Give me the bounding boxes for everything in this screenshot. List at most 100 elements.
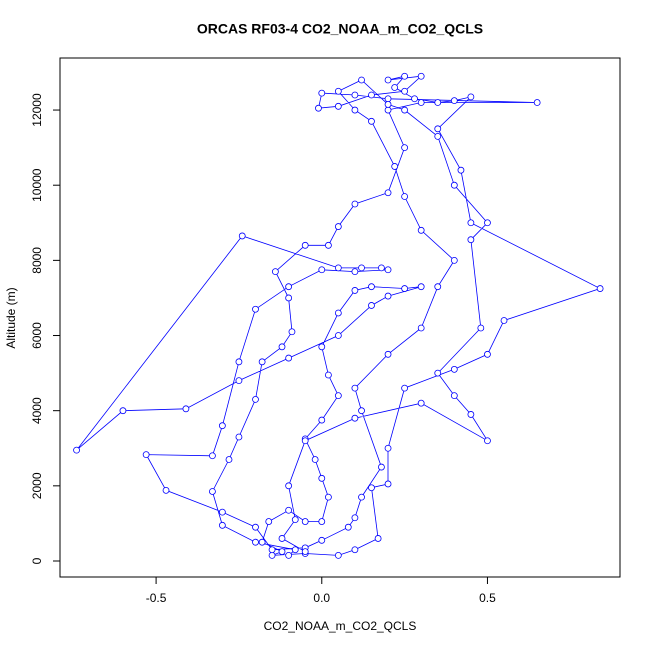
data-point [417, 99, 425, 106]
data-point [500, 317, 508, 324]
data-point [301, 437, 309, 445]
data-point [301, 241, 309, 249]
data-point [325, 371, 332, 379]
data-point [417, 226, 425, 234]
data-point [484, 350, 491, 358]
data-point [318, 89, 326, 97]
data-point [378, 264, 385, 272]
data-point [334, 309, 342, 317]
data-point [533, 99, 541, 106]
data-point [285, 506, 293, 514]
data-point [291, 546, 299, 554]
data-point [142, 451, 150, 459]
data-point [318, 343, 326, 351]
data-point [268, 551, 276, 559]
data-point [391, 84, 399, 91]
data-point [384, 444, 392, 452]
data-point [334, 87, 342, 95]
data-point [209, 488, 216, 495]
data-point [368, 484, 375, 492]
data-point [278, 535, 286, 542]
data-point [318, 266, 326, 274]
data-point [450, 256, 458, 264]
data-point [162, 486, 170, 494]
data-point [325, 241, 332, 249]
data-point [285, 294, 293, 302]
data-point [450, 392, 458, 400]
data-point [301, 518, 309, 525]
data-point [450, 181, 458, 189]
data-point [318, 416, 326, 424]
data-point [265, 518, 273, 525]
data-point [368, 91, 375, 99]
data-point [351, 200, 359, 208]
data-point [235, 358, 243, 366]
series-line [76, 75, 602, 556]
data-point [252, 305, 259, 313]
data-point [401, 285, 409, 292]
data-point [467, 236, 475, 244]
data-point [285, 283, 293, 291]
data-point [285, 482, 293, 490]
data-point [384, 76, 392, 84]
data-point [384, 266, 392, 274]
data-point [285, 551, 293, 559]
data-point [401, 87, 409, 95]
data-point [457, 166, 465, 174]
y-tick-label: 4000 [30, 397, 44, 424]
data-point [73, 446, 80, 454]
data-point [368, 283, 375, 291]
y-tick-label: 2000 [30, 472, 44, 499]
data-point [252, 396, 259, 403]
data-point [351, 384, 359, 392]
x-tick-label: 0.0 [313, 591, 330, 605]
data-point [351, 106, 359, 114]
data-point [225, 456, 233, 463]
data-point [252, 523, 259, 531]
x-tick-label: -0.5 [146, 591, 167, 605]
data-point [258, 538, 266, 546]
data-point [384, 101, 392, 108]
data-point [384, 350, 392, 358]
data-point [368, 302, 375, 309]
data-point [218, 521, 226, 529]
data-point [209, 452, 216, 460]
data-point [401, 193, 409, 200]
y-tick-label: 8000 [30, 247, 44, 274]
data-point [384, 480, 392, 488]
data-point [450, 365, 458, 373]
data-point [285, 354, 293, 362]
y-axis-label: Altitude (m) [4, 287, 18, 348]
data-point [467, 219, 475, 227]
data-point [411, 95, 418, 103]
data-point [278, 343, 286, 351]
data-point [291, 516, 299, 524]
data-point [378, 463, 385, 471]
x-axis-label: CO2_NOAA_m_CO2_QCLS [264, 619, 417, 633]
data-point [315, 104, 322, 112]
data-point [358, 493, 365, 501]
data-point [318, 474, 326, 482]
data-point [288, 328, 296, 336]
data-point [417, 324, 425, 332]
data-point [351, 546, 359, 554]
data-point [374, 535, 382, 542]
data-point [344, 523, 352, 531]
data-point [351, 414, 359, 422]
data-point [596, 285, 604, 292]
data-point [334, 264, 342, 272]
data-point [351, 268, 359, 276]
data-point [351, 91, 359, 99]
data-point [278, 548, 286, 555]
data-point [334, 332, 342, 339]
data-point [271, 268, 279, 276]
data-point [401, 384, 409, 392]
data-point [318, 536, 326, 544]
data-point [318, 518, 326, 525]
plot-frame [59, 57, 621, 578]
data-point [384, 189, 392, 197]
data-point [434, 125, 442, 133]
data-point [391, 163, 399, 170]
data-point [401, 144, 409, 152]
